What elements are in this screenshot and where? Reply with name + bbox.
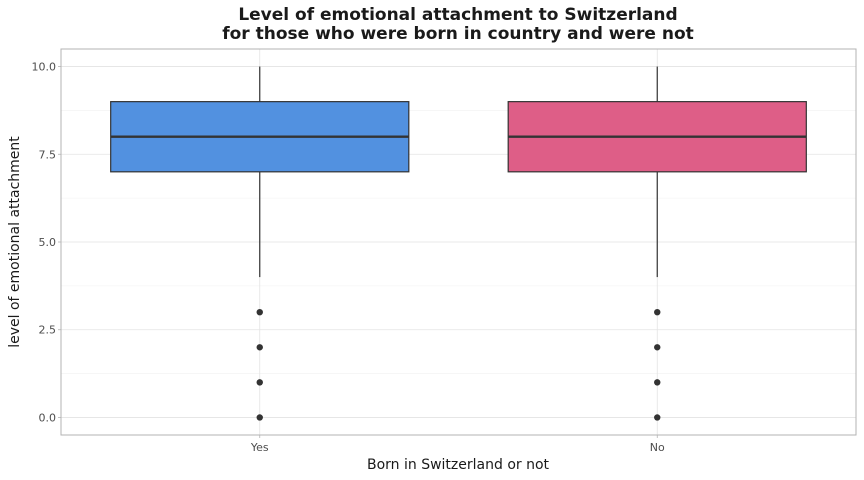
outlier-point	[654, 379, 661, 386]
axes: 0.0 2.5 5.0 7.5 10.0 Yes No	[32, 61, 665, 454]
outlier-point	[256, 344, 263, 351]
y-tick-label: 2.5	[39, 324, 57, 337]
y-tick-label: 5.0	[39, 236, 57, 249]
x-tick-label: No	[650, 441, 665, 454]
y-tick-label: 0.0	[39, 411, 57, 424]
y-tick-label: 10.0	[32, 61, 57, 74]
y-axis-title: level of emotional attachment	[7, 136, 23, 348]
outlier-point	[256, 414, 263, 421]
outlier-point	[654, 414, 661, 421]
outlier-point	[654, 344, 661, 351]
outlier-point	[256, 379, 263, 386]
outlier-point	[654, 308, 661, 316]
x-tick-label: Yes	[250, 441, 269, 454]
x-axis-title: Born in Switzerland or not	[367, 457, 550, 473]
chart-subtitle: for those who were born in country and w…	[222, 24, 694, 44]
y-tick-label: 7.5	[39, 148, 57, 161]
box-no	[507, 66, 807, 421]
boxes	[110, 66, 807, 421]
outlier-point	[256, 308, 263, 316]
chart-title: Level of emotional attachment to Switzer…	[238, 5, 677, 25]
box-yes	[110, 66, 410, 421]
